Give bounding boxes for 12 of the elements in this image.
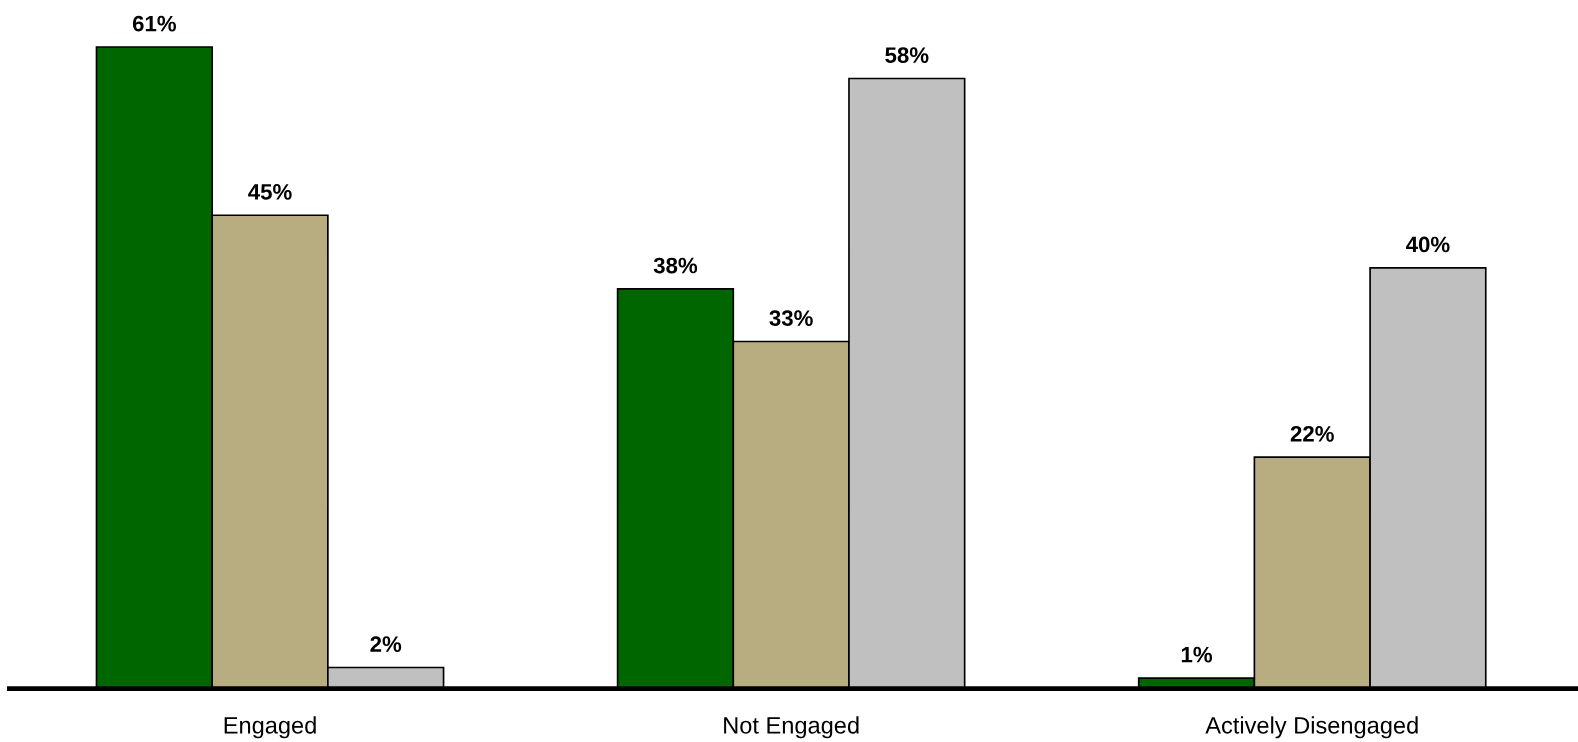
data-label: 45%	[248, 184, 292, 200]
x-tick-label: Engaged	[224, 716, 316, 739]
data-label: 40%	[1406, 236, 1450, 253]
data-label: 1%	[1181, 646, 1213, 663]
x-tick-label: Not Engaged	[724, 716, 859, 739]
data-label: 61%	[132, 15, 176, 32]
x-tick-label: Actively Disengaged	[1205, 716, 1418, 739]
data-label: 33%	[769, 310, 813, 326]
data-label: 58%	[885, 47, 929, 64]
data-label: 22%	[1290, 425, 1334, 442]
data-label: 2%	[370, 636, 402, 652]
data-label: 38%	[653, 257, 698, 274]
